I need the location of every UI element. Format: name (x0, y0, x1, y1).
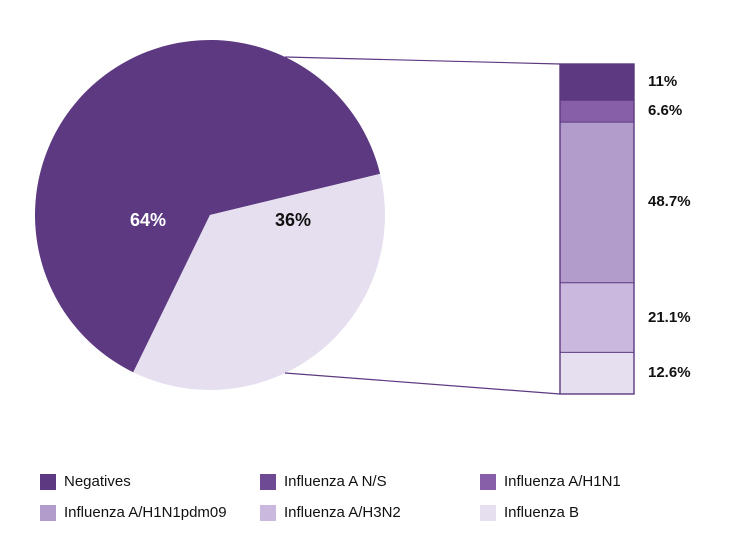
legend-label: Influenza A/H1N1 (504, 473, 621, 490)
legend-item-negatives: Negatives (40, 473, 250, 490)
legend-label: Influenza B (504, 504, 579, 521)
legend-label: Influenza A/H3N2 (284, 504, 401, 521)
legend-label: Influenza A N/S (284, 473, 387, 490)
legend-swatch (260, 505, 276, 521)
pie-label-positives: 36% (275, 210, 311, 231)
pie-label-negatives: 64% (130, 210, 166, 231)
bar-label-a-h1n1: 6.6% (648, 102, 682, 119)
legend-item-flu-b: Influenza B (480, 504, 690, 521)
legend-item-a-h1n1: Influenza A/H1N1 (480, 473, 690, 490)
figure-stage: 64% 36% 11% 6.6% 48.7% 21.1% 12.6% Negat… (0, 0, 756, 541)
legend-label: Influenza A/H1N1pdm09 (64, 504, 227, 521)
legend-swatch (40, 505, 56, 521)
bar-label-a-h1n1pdm: 48.7% (648, 193, 691, 210)
legend-item-a-h3n2: Influenza A/H3N2 (260, 504, 470, 521)
legend-label: Negatives (64, 473, 131, 490)
bar-label-a-h3n2: 21.1% (648, 309, 691, 326)
legend-item-a-h1n1pdm: Influenza A/H1N1pdm09 (40, 504, 250, 521)
legend-swatch (480, 505, 496, 521)
chart-svg (0, 0, 756, 541)
legend-swatch (480, 474, 496, 490)
legend-swatch (40, 474, 56, 490)
legend-swatch (260, 474, 276, 490)
bar-label-flu-b: 12.6% (648, 364, 691, 381)
legend-item-a-ns: Influenza A N/S (260, 473, 470, 490)
legend: Negatives Influenza A N/S Influenza A/H1… (40, 473, 690, 521)
bar-label-a-ns: 11% (648, 73, 677, 90)
